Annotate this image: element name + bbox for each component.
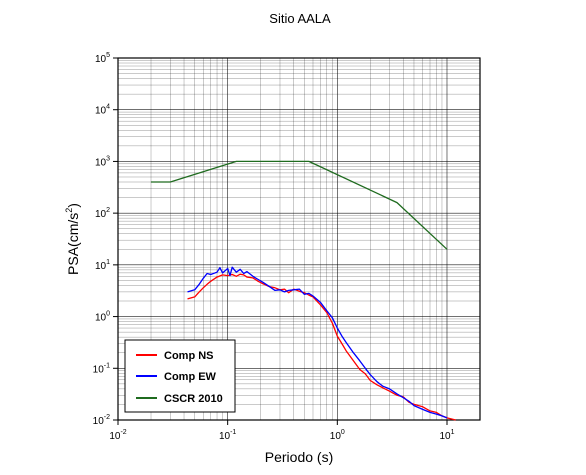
y-axis-label-tail: )	[65, 203, 81, 208]
x-axis-label: Periodo (s)	[265, 449, 333, 465]
y-tick-base: 10	[95, 106, 107, 117]
x-tick-exp: -2	[120, 429, 126, 436]
x-tick-base: 10	[330, 431, 342, 442]
y-tick-label: 101	[95, 259, 110, 272]
y-tick-base: 10	[95, 54, 107, 65]
x-tick-exp: -1	[230, 429, 236, 436]
x-tick-label: 10-1	[219, 429, 236, 442]
y-tick-label: 10-1	[93, 362, 110, 375]
y-axis-label: PSA(cm/s2)	[64, 203, 81, 275]
x-axis: 10-2 10-1 100 101	[109, 420, 455, 442]
y-tick-exp: -2	[104, 414, 110, 421]
legend-label-ew: Comp EW	[164, 371, 217, 383]
plot-frame	[117, 57, 481, 421]
y-axis-label-sup: 2	[64, 208, 74, 213]
y-tick-label: 105	[95, 52, 110, 65]
y-tick-base: 10	[95, 313, 107, 324]
series-layer	[151, 160, 456, 421]
x-tick-base: 10	[109, 431, 121, 442]
x-tick-exp: 0	[341, 429, 345, 436]
y-tick-label: 10-2	[93, 414, 110, 427]
y-axis-label-main: PSA(cm/s	[65, 213, 81, 275]
y-tick-base: 10	[95, 209, 107, 220]
y-tick-base: 10	[93, 416, 105, 427]
y-tick-base: 10	[95, 261, 107, 272]
legend-label-cscr: CSCR 2010	[164, 393, 223, 405]
y-tick-base: 10	[95, 157, 107, 168]
legend: Comp NS Comp EW CSCR 2010	[124, 339, 236, 413]
y-tick-label: 104	[95, 104, 110, 117]
y-tick-exp: -1	[104, 362, 110, 369]
y-tick-exp: 2	[106, 207, 110, 214]
chart-title: Sitio AALA	[269, 11, 331, 26]
y-tick-label: 103	[95, 155, 110, 168]
x-tick-base: 10	[219, 431, 231, 442]
legend-label-ns: Comp NS	[164, 350, 214, 362]
y-tick-label: 102	[95, 207, 110, 220]
x-tick-base: 10	[439, 431, 451, 442]
y-tick-exp: 4	[106, 104, 110, 111]
y-tick-exp: 5	[106, 52, 110, 59]
x-tick-label: 101	[439, 429, 454, 442]
x-tick-label: 10-2	[109, 429, 126, 442]
y-tick-exp: 1	[106, 259, 110, 266]
y-tick-exp: 3	[106, 155, 110, 162]
series-cscr-2010-line	[151, 160, 448, 250]
y-tick-base: 10	[93, 364, 105, 375]
series-comp-ew-line	[187, 266, 448, 419]
x-tick-label: 100	[330, 429, 345, 442]
y-tick-label: 100	[95, 311, 110, 324]
x-tick-exp: 1	[451, 429, 455, 436]
y-tick-exp: 0	[106, 311, 110, 318]
